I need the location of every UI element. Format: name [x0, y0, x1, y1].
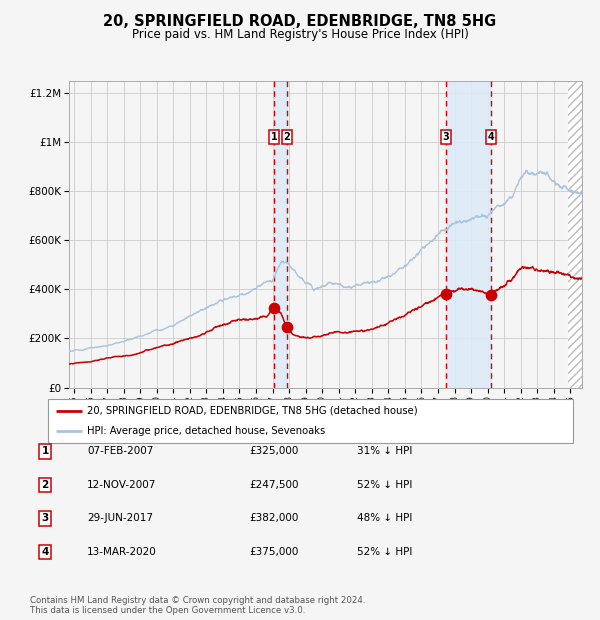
Text: HPI: Average price, detached house, Sevenoaks: HPI: Average price, detached house, Seve…	[88, 426, 326, 436]
Text: 1: 1	[271, 132, 277, 142]
Bar	[568, 81, 582, 388]
Bar	[568, 81, 582, 388]
Bar	[446, 81, 491, 388]
Text: 20, SPRINGFIELD ROAD, EDENBRIDGE, TN8 5HG: 20, SPRINGFIELD ROAD, EDENBRIDGE, TN8 5H…	[103, 14, 497, 29]
Text: 13-MAR-2020: 13-MAR-2020	[87, 547, 157, 557]
Text: Contains HM Land Registry data © Crown copyright and database right 2024.
This d: Contains HM Land Registry data © Crown c…	[30, 596, 365, 615]
Point	[442, 289, 451, 299]
Bar	[274, 81, 287, 388]
Text: 2: 2	[284, 132, 290, 142]
Text: 29-JUN-2017: 29-JUN-2017	[87, 513, 153, 523]
Text: 20, SPRINGFIELD ROAD, EDENBRIDGE, TN8 5HG (detached house): 20, SPRINGFIELD ROAD, EDENBRIDGE, TN8 5H…	[88, 405, 418, 416]
Point	[269, 303, 279, 312]
Text: 07-FEB-2007: 07-FEB-2007	[87, 446, 154, 456]
Point	[486, 290, 496, 301]
Text: 3: 3	[443, 132, 449, 142]
Text: 31% ↓ HPI: 31% ↓ HPI	[357, 446, 412, 456]
Text: 52% ↓ HPI: 52% ↓ HPI	[357, 480, 412, 490]
Text: £247,500: £247,500	[249, 480, 299, 490]
Text: 48% ↓ HPI: 48% ↓ HPI	[357, 513, 412, 523]
Point	[282, 322, 292, 332]
Text: £325,000: £325,000	[249, 446, 298, 456]
Text: 4: 4	[487, 132, 494, 142]
Text: 1: 1	[41, 446, 49, 456]
Text: 2: 2	[41, 480, 49, 490]
Text: £375,000: £375,000	[249, 547, 298, 557]
Text: 12-NOV-2007: 12-NOV-2007	[87, 480, 157, 490]
Text: Price paid vs. HM Land Registry's House Price Index (HPI): Price paid vs. HM Land Registry's House …	[131, 28, 469, 41]
Text: 4: 4	[41, 547, 49, 557]
Text: 3: 3	[41, 513, 49, 523]
Text: £382,000: £382,000	[249, 513, 298, 523]
Text: 52% ↓ HPI: 52% ↓ HPI	[357, 547, 412, 557]
